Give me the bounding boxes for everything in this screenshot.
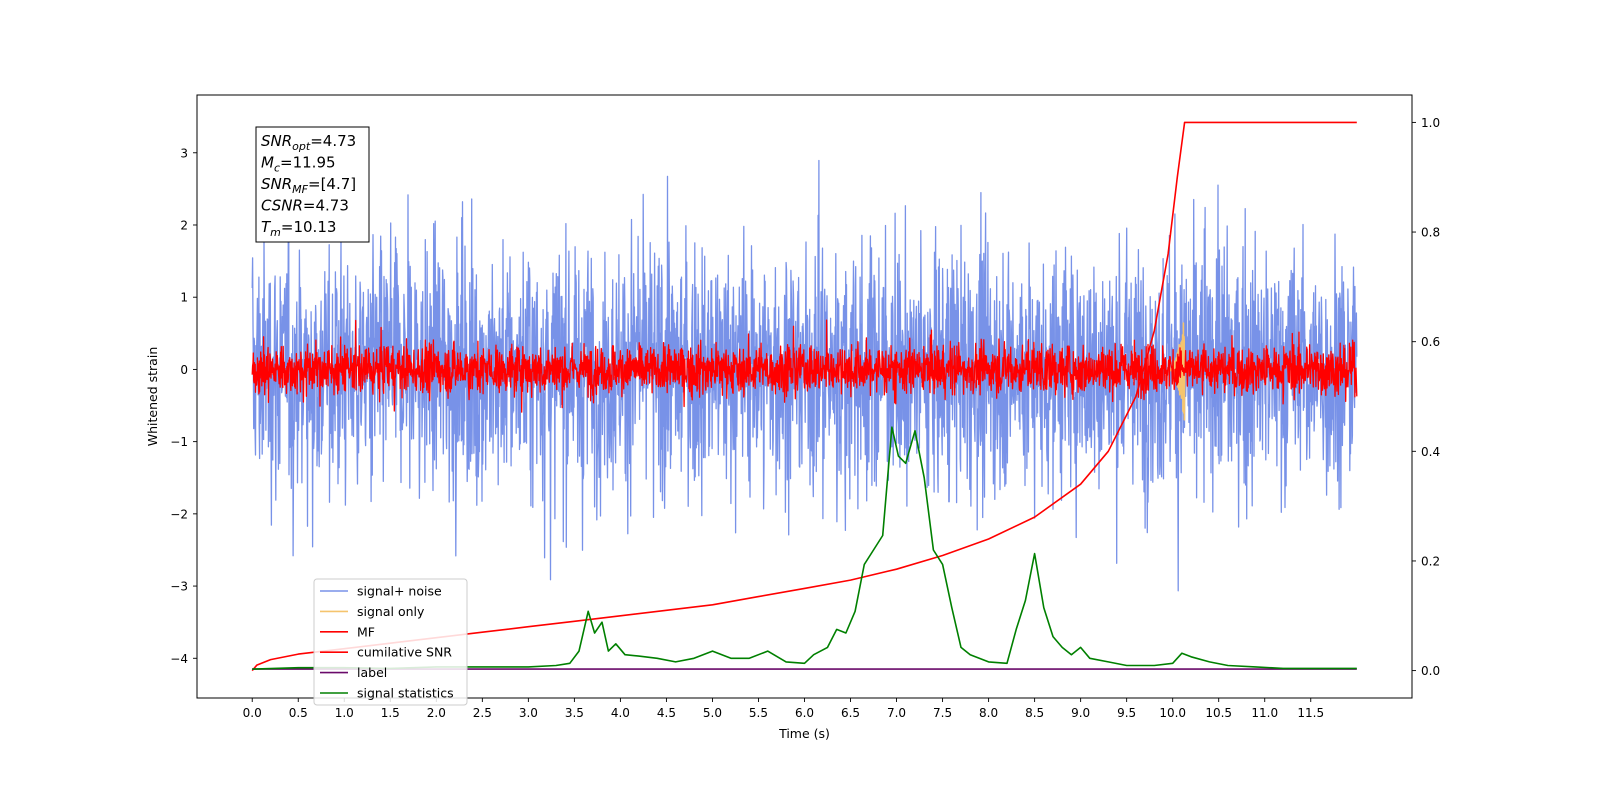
x-tick-label: 9.0: [1071, 706, 1090, 720]
x-tick-label: 5.0: [703, 706, 722, 720]
annotation-line: CSNR=4.73: [261, 197, 349, 215]
legend-label-mf: MF: [357, 624, 375, 639]
x-tick-label: 4.0: [611, 706, 630, 720]
x-tick-label: 2.0: [427, 706, 446, 720]
x-tick-label: 9.5: [1117, 706, 1136, 720]
legend-label-signal-statistics: signal statistics: [357, 686, 454, 701]
legend-label-label: label: [357, 665, 387, 680]
right-y-tick-label: 0.0: [1421, 664, 1440, 678]
x-axis-label: Time (s): [778, 726, 830, 741]
y-tick-label: 1: [180, 291, 188, 305]
x-tick-label: 7.5: [933, 706, 952, 720]
x-tick-label: 10.0: [1159, 706, 1186, 720]
x-axis-ticks: 0.0 0.5 1.0 1.5 2.0 2.5 3.0 3.5 4.0 4.5 5.0 5.5 6.0 6…: [243, 698, 1324, 720]
y-tick-label: 2: [180, 218, 188, 232]
x-tick-label: 7.0: [887, 706, 906, 720]
legend-label-signal-only: signal only: [357, 604, 425, 619]
x-tick-label: 2.5: [473, 706, 492, 720]
x-tick-label: 11.5: [1297, 706, 1324, 720]
legend-label-cumilative-snr: cumilative SNR: [357, 645, 452, 660]
annotation-line: SNRMF=[4.7]: [261, 175, 356, 196]
legend: signal+ noise signal only MF cumilative SNR…: [313, 578, 468, 706]
x-tick-label: 6.0: [795, 706, 814, 720]
y-tick-label: 0: [180, 363, 188, 377]
series-signal-statistics-line: [252, 426, 1357, 670]
x-tick-label: 5.5: [749, 706, 768, 720]
x-tick-label: 1.0: [335, 706, 354, 720]
annotation-frame: [255, 126, 370, 243]
annotation-line: Tm=10.13: [261, 218, 336, 239]
legend-label-signal-noise: signal+ noise: [357, 584, 442, 599]
x-tick-label: 10.5: [1205, 706, 1232, 720]
x-tick-label: 1.5: [381, 706, 400, 720]
y-tick-label: −3: [170, 580, 188, 594]
y-tick-label: 3: [180, 146, 188, 160]
x-tick-label: 0.0: [243, 706, 262, 720]
series-mf-line: [251, 319, 1358, 413]
x-tick-label: 8.5: [1025, 706, 1044, 720]
x-tick-label: 6.5: [841, 706, 860, 720]
right-y-tick-label: 0.4: [1421, 445, 1440, 459]
x-tick-label: 3.0: [519, 706, 538, 720]
right-y-tick-label: 0.2: [1421, 554, 1440, 568]
x-tick-label: 4.5: [657, 706, 676, 720]
annotation-line: Mc=11.95: [261, 154, 336, 175]
y-tick-label: −1: [170, 435, 188, 449]
x-tick-label: 11.0: [1251, 706, 1278, 720]
right-y-tick-label: 0.6: [1421, 335, 1440, 349]
y-tick-label: −4: [170, 652, 188, 666]
y-tick-label: −2: [170, 507, 188, 521]
x-tick-label: 8.0: [979, 706, 998, 720]
annotation-line: SNRopt=4.73: [261, 132, 356, 153]
y-axis-label: Whitened strain: [145, 347, 160, 446]
x-tick-label: 3.5: [565, 706, 584, 720]
right-y-tick-label: 1.0: [1421, 116, 1440, 130]
x-tick-label: 0.5: [289, 706, 308, 720]
right-y-axis-ticks: 0.0 0.2 0.4 0.6 0.8 1.0: [1412, 116, 1440, 678]
legend-frame: [313, 578, 468, 706]
y-axis-ticks: −4 −3 −2 −1 0 1 2 3: [170, 146, 197, 666]
right-y-tick-label: 0.8: [1421, 226, 1440, 240]
